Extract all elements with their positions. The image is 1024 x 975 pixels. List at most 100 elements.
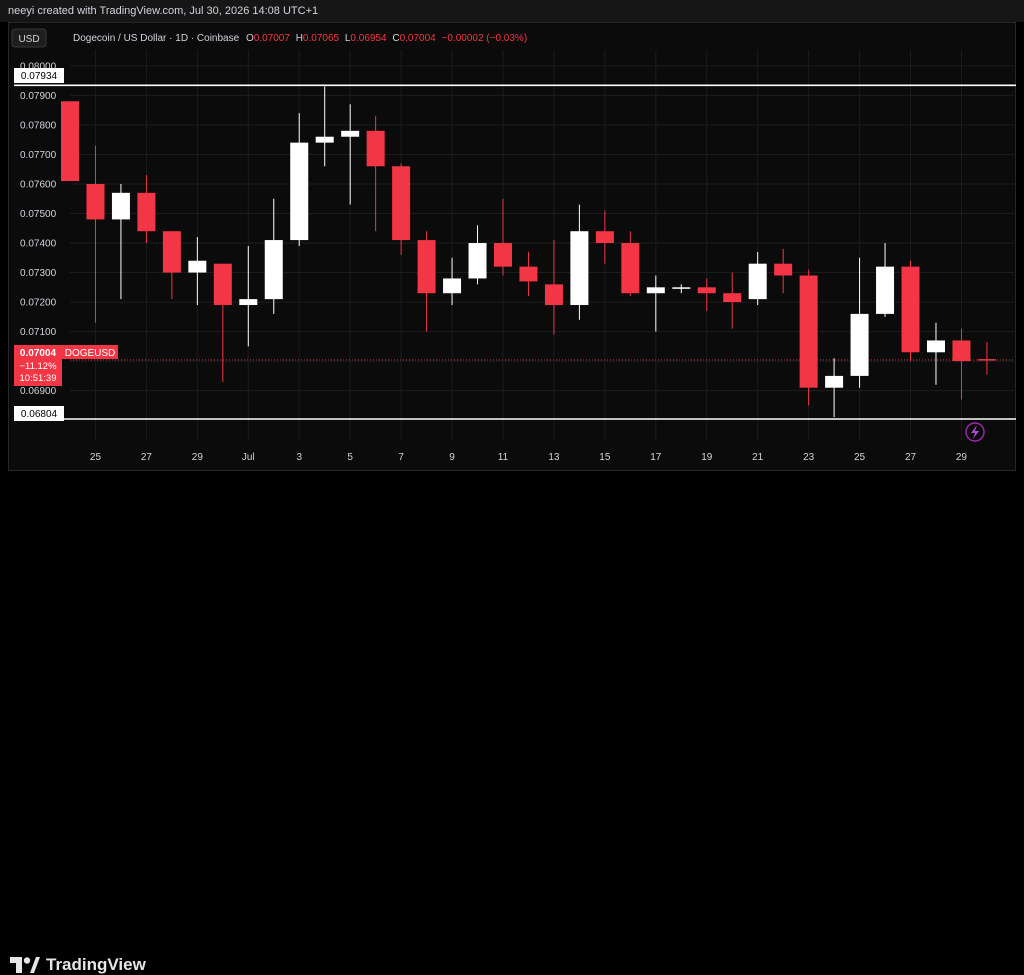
candle-body xyxy=(952,340,971,362)
candle xyxy=(493,198,512,276)
brand-name: TradingView xyxy=(46,955,146,974)
x-tick-label: 29 xyxy=(956,452,968,463)
candle-body xyxy=(544,284,563,306)
tradingview-logo-icon xyxy=(10,957,40,973)
x-tick-label: 9 xyxy=(449,452,455,463)
candle-body xyxy=(61,101,79,182)
candle xyxy=(926,322,945,385)
x-tick-label: 5 xyxy=(347,452,353,463)
y-tick-label: 0.07700 xyxy=(20,150,57,161)
candle-body xyxy=(86,183,105,220)
candle xyxy=(799,269,818,406)
price-badge-countdown: 10:51:39 xyxy=(20,373,57,384)
candle-body xyxy=(748,263,767,300)
candle xyxy=(264,198,283,314)
candle xyxy=(468,225,487,285)
candle-body xyxy=(697,287,716,294)
candle xyxy=(748,251,767,306)
candle xyxy=(850,257,869,388)
x-tick-label: 13 xyxy=(548,452,560,463)
candles xyxy=(61,86,996,418)
y-tick-label: 0.07100 xyxy=(20,327,57,338)
candle-body xyxy=(468,243,487,279)
candle-body xyxy=(239,299,258,306)
candle-body xyxy=(876,266,895,314)
candle xyxy=(315,86,334,167)
candle xyxy=(392,163,411,255)
tradingview-logo[interactable]: TradingView xyxy=(10,955,146,975)
candle xyxy=(341,104,360,205)
hline-label-top: 0.07934 xyxy=(14,68,64,83)
x-tick-label: 7 xyxy=(398,452,404,463)
candle xyxy=(162,231,181,300)
high-label: H xyxy=(296,33,303,44)
svg-text:0.06804: 0.06804 xyxy=(21,409,58,420)
candle-body xyxy=(799,275,818,388)
x-tick-label: 17 xyxy=(650,452,662,463)
low-value: 0.06954 xyxy=(350,33,387,44)
candle xyxy=(137,175,156,244)
currency-button[interactable]: USD xyxy=(18,34,39,45)
candle xyxy=(825,358,844,418)
currency-button-bg[interactable] xyxy=(11,28,47,48)
candle xyxy=(111,183,130,300)
price-badge-symbol: DOGEUSD xyxy=(65,348,116,359)
y-tick-label: 0.06900 xyxy=(20,386,57,397)
candle-body xyxy=(443,278,462,294)
candle xyxy=(519,251,538,297)
candle xyxy=(239,245,258,347)
candle-body xyxy=(137,192,156,232)
candle xyxy=(86,145,105,323)
candle-body xyxy=(315,136,334,143)
candle-body xyxy=(519,266,538,282)
open-label: O xyxy=(246,33,254,44)
candle-body xyxy=(672,287,691,289)
open-value: 0.07007 xyxy=(254,33,291,44)
candle xyxy=(672,284,691,294)
y-tick-label: 0.07900 xyxy=(20,91,57,102)
close-label: C xyxy=(392,33,399,44)
candle-body xyxy=(595,231,614,244)
candle-body xyxy=(570,231,589,306)
lightning-icon[interactable] xyxy=(965,422,985,442)
x-tick-label: 27 xyxy=(905,452,917,463)
y-tick-label: 0.07600 xyxy=(20,179,57,190)
x-tick-label: 25 xyxy=(854,452,866,463)
candle xyxy=(213,263,232,382)
candle-body xyxy=(213,263,232,306)
low-label: L xyxy=(345,33,351,44)
candle-body xyxy=(188,260,207,273)
candle-body xyxy=(162,231,181,273)
candle-body xyxy=(264,240,283,300)
price-badge: 0.07004 DOGEUSD −11.12% 10:51:39 xyxy=(14,345,118,386)
candle-body xyxy=(493,243,512,267)
candle xyxy=(876,243,895,317)
hline-label-bottom: 0.06804 xyxy=(14,406,64,421)
candle-body xyxy=(290,142,309,241)
time-axis: 25 27 29 Jul 3 5 7 9 11 13 15 17 19 21 23 25 27 29 xyxy=(90,452,968,463)
candle xyxy=(290,113,309,246)
candle xyxy=(595,210,614,264)
created-by-text: neeyi created with TradingView.com, Jul … xyxy=(8,5,319,17)
candle xyxy=(977,341,996,375)
footer: TradingView xyxy=(0,471,1024,974)
candle xyxy=(697,278,716,311)
candle-body xyxy=(417,240,436,294)
candle xyxy=(366,116,385,232)
x-tick-label: 25 xyxy=(90,452,102,463)
candle-body xyxy=(723,293,742,303)
candle-body xyxy=(392,166,411,241)
candle-body xyxy=(621,243,640,294)
x-tick-label: 11 xyxy=(498,452,509,463)
price-badge-value: 0.07004 xyxy=(20,348,57,359)
candlestick-chart[interactable]: 0.08000 0.07900 0.07800 0.07700 0.07600 0.075… xyxy=(0,0,1024,519)
svg-text:0.07934: 0.07934 xyxy=(21,71,58,82)
x-tick-label: 3 xyxy=(296,452,302,463)
price-badge-change: −11.12% xyxy=(19,361,57,372)
close-value: 0.07004 xyxy=(400,33,437,44)
candle xyxy=(952,328,971,400)
candle xyxy=(570,204,589,320)
candle-body xyxy=(901,266,920,353)
candle xyxy=(774,248,793,294)
candle-body xyxy=(111,192,130,220)
